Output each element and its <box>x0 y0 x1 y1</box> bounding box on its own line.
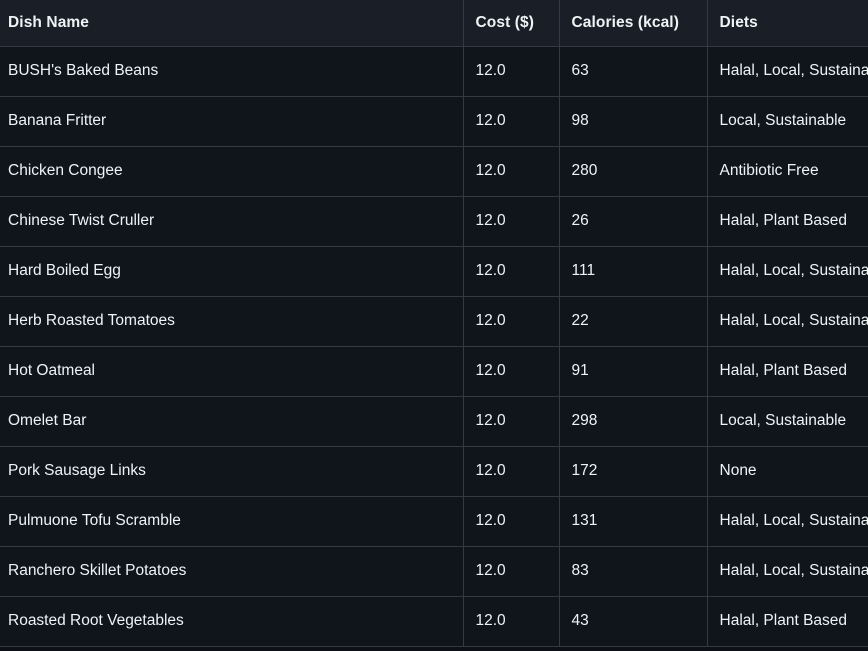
calories-cell: 98 <box>559 96 708 147</box>
cost-cell: 12.0 <box>463 146 560 197</box>
cost-cell: 12.0 <box>463 296 560 347</box>
diets-cell: Halal, Local, Sustainable <box>707 46 868 97</box>
dish-name-cell: Roasted Root Vegetables <box>0 596 464 647</box>
dish-name-cell: Herb Roasted Tomatoes <box>0 296 464 347</box>
table-body: BUSH's Baked Beans 12.0 63 Halal, Local,… <box>0 46 868 647</box>
diets-cell: Antibiotic Free <box>707 146 868 197</box>
dish-name-cell: Omelet Bar <box>0 396 464 447</box>
calories-cell: 43 <box>559 596 708 647</box>
calories-cell: 280 <box>559 146 708 197</box>
column-header-cost: Cost ($) <box>463 0 560 47</box>
diets-cell: Halal, Local, Sustainable <box>707 296 868 347</box>
dish-name-cell: Banana Fritter <box>0 96 464 147</box>
cost-cell: 12.0 <box>463 46 560 97</box>
column-header-calories: Calories (kcal) <box>559 0 708 47</box>
calories-cell: 298 <box>559 396 708 447</box>
diets-cell: Halal, Plant Based <box>707 196 868 247</box>
cost-cell: 12.0 <box>463 346 560 397</box>
diets-cell: Halal, Local, Sustainable <box>707 246 868 297</box>
diets-cell: Local, Sustainable <box>707 96 868 147</box>
dish-name-cell: Pulmuone Tofu Scramble <box>0 496 464 547</box>
table-row: Omelet Bar 12.0 298 Local, Sustainable <box>0 396 868 447</box>
table-row: Hard Boiled Egg 12.0 111 Halal, Local, S… <box>0 246 868 297</box>
column-header-dish-name: Dish Name <box>0 0 464 47</box>
cost-cell: 12.0 <box>463 246 560 297</box>
table-row: Ranchero Skillet Potatoes 12.0 83 Halal,… <box>0 546 868 597</box>
table-row: Chinese Twist Cruller 12.0 26 Halal, Pla… <box>0 196 868 247</box>
table-header: Dish Name Cost ($) Calories (kcal) Diets <box>0 0 868 47</box>
table-header-row: Dish Name Cost ($) Calories (kcal) Diets <box>0 0 868 47</box>
column-header-diets: Diets <box>707 0 868 47</box>
calories-cell: 131 <box>559 496 708 547</box>
diets-cell: Halal, Local, Sustainable <box>707 496 868 547</box>
cost-cell: 12.0 <box>463 396 560 447</box>
diets-cell: Halal, Local, Sustainable <box>707 546 868 597</box>
calories-cell: 111 <box>559 246 708 297</box>
cost-cell: 12.0 <box>463 496 560 547</box>
diets-cell: None <box>707 446 868 497</box>
diets-cell: Local, Sustainable <box>707 396 868 447</box>
table-row: Banana Fritter 12.0 98 Local, Sustainabl… <box>0 96 868 147</box>
dish-name-cell: Ranchero Skillet Potatoes <box>0 546 464 597</box>
cost-cell: 12.0 <box>463 546 560 597</box>
calories-cell: 26 <box>559 196 708 247</box>
dish-name-cell: Chinese Twist Cruller <box>0 196 464 247</box>
diets-cell: Halal, Plant Based <box>707 596 868 647</box>
cost-cell: 12.0 <box>463 596 560 647</box>
dish-name-cell: Hot Oatmeal <box>0 346 464 397</box>
calories-cell: 63 <box>559 46 708 97</box>
cost-cell: 12.0 <box>463 446 560 497</box>
table-row: Roasted Root Vegetables 12.0 43 Halal, P… <box>0 596 868 647</box>
dish-name-cell: Pork Sausage Links <box>0 446 464 497</box>
calories-cell: 172 <box>559 446 708 497</box>
dish-name-cell: Chicken Congee <box>0 146 464 197</box>
table-row: Herb Roasted Tomatoes 12.0 22 Halal, Loc… <box>0 296 868 347</box>
cost-cell: 12.0 <box>463 196 560 247</box>
table-row: Chicken Congee 12.0 280 Antibiotic Free <box>0 146 868 197</box>
dish-name-cell: Hard Boiled Egg <box>0 246 464 297</box>
table-row: Hot Oatmeal 12.0 91 Halal, Plant Based <box>0 346 868 397</box>
table-row: BUSH's Baked Beans 12.0 63 Halal, Local,… <box>0 46 868 97</box>
table-row: Pork Sausage Links 12.0 172 None <box>0 446 868 497</box>
calories-cell: 91 <box>559 346 708 397</box>
table-row: Pulmuone Tofu Scramble 12.0 131 Halal, L… <box>0 496 868 547</box>
calories-cell: 83 <box>559 546 708 597</box>
diets-cell: Halal, Plant Based <box>707 346 868 397</box>
dish-name-cell: BUSH's Baked Beans <box>0 46 464 97</box>
calories-cell: 22 <box>559 296 708 347</box>
cost-cell: 12.0 <box>463 96 560 147</box>
